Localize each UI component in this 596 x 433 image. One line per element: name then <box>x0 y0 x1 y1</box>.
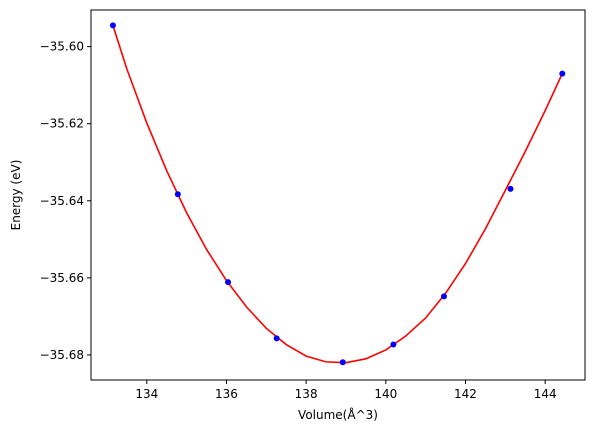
data-point <box>507 185 514 192</box>
x-axis-label: Volume(Å^3) <box>298 407 378 422</box>
x-tick-label: 134 <box>135 387 158 401</box>
data-points-layer <box>109 22 566 366</box>
data-point <box>174 191 181 198</box>
x-tick-label: 142 <box>454 387 477 401</box>
plot-background <box>91 10 585 380</box>
data-point <box>339 359 346 366</box>
data-point <box>559 70 566 77</box>
plot-frame <box>90 9 586 381</box>
data-point <box>273 335 280 342</box>
x-tick-label: 140 <box>374 387 397 401</box>
data-point <box>109 22 116 29</box>
data-point <box>225 279 232 286</box>
y-tick-label: −35.68 <box>40 348 84 362</box>
x-tick-label: 138 <box>295 387 318 401</box>
fit-curve-layer <box>112 25 564 364</box>
data-point <box>440 293 447 300</box>
y-tick-label: −35.60 <box>40 40 84 54</box>
y-axis-label: Energy (eV) <box>9 160 23 231</box>
y-axis: −35.60 −35.62 −35.64 −35.66 −35.68 <box>40 40 91 362</box>
fit-curve <box>112 25 564 364</box>
y-tick-label: −35.66 <box>40 271 84 285</box>
y-tick-label: −35.62 <box>40 117 84 131</box>
x-tick-label: 144 <box>534 387 557 401</box>
data-point <box>390 341 397 348</box>
y-tick-label: −35.64 <box>40 194 84 208</box>
x-tick-label: 136 <box>215 387 238 401</box>
x-axis: 134 136 138 140 142 144 <box>135 380 557 401</box>
